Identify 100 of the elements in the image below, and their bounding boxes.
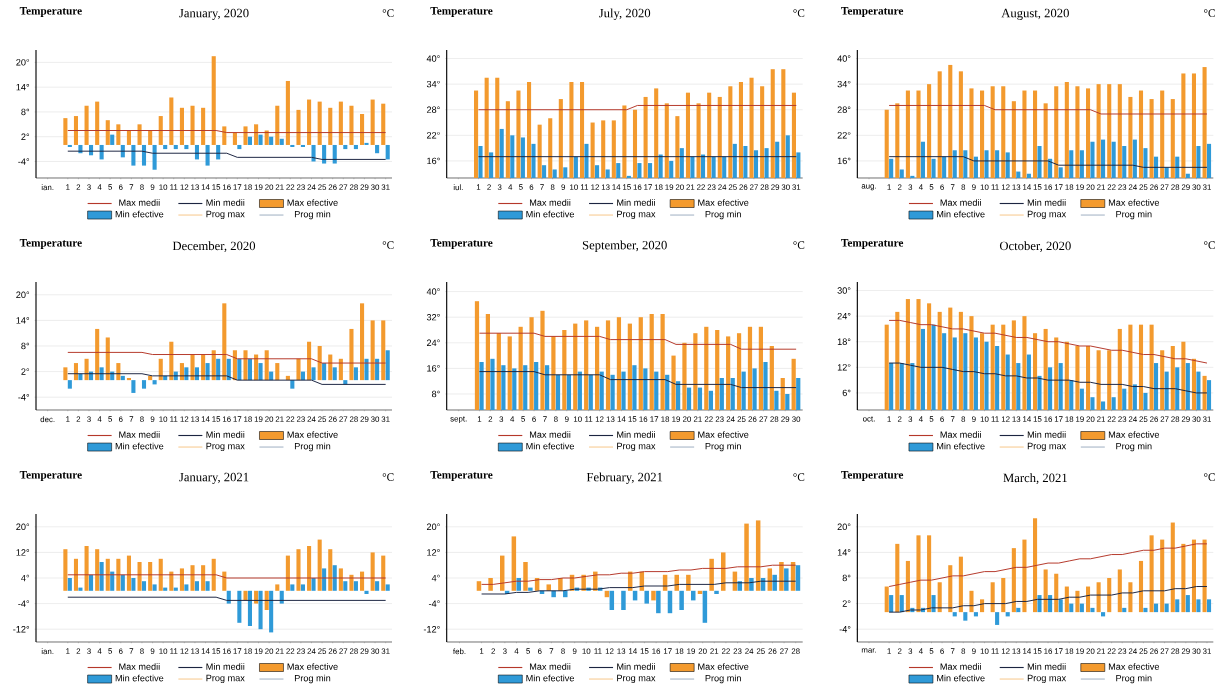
y-tick-label: 28° [426, 106, 440, 113]
legend-label: Max medii [529, 199, 571, 206]
text: °C [382, 9, 394, 17]
legend-label: Max medii [529, 431, 571, 438]
y-tick-label: 14° [16, 83, 30, 91]
legend-label: Min efective [937, 442, 985, 450]
legend-label: Prog min [705, 674, 741, 684]
legend-label: Max medii [529, 663, 571, 670]
y-axis-title: Temperature [430, 239, 493, 249]
legend-label: Prog max [206, 674, 245, 684]
y-tick-label: 24° [426, 339, 440, 346]
y-axis-title: Temperature [19, 471, 82, 481]
y-axis-title: Temperature [841, 7, 904, 17]
y-tick-label: 4° [21, 574, 30, 582]
legend-label: Prog min [294, 674, 331, 684]
y-axis-title: Temperature [19, 7, 82, 17]
y-tick-label: 20° [426, 523, 440, 531]
legend-label: Max efective [1108, 663, 1160, 670]
chart-title: January, 2020 [179, 8, 249, 20]
legend-label: Max medii [940, 663, 981, 670]
legend-label: Prog max [617, 210, 656, 220]
chart-title: August, 2020 [1001, 8, 1069, 20]
y-tick-label: 22° [837, 132, 851, 139]
y-tick-label: 20° [16, 59, 30, 66]
y-tick-label: 20° [16, 291, 30, 299]
legend-label: Prog max [206, 442, 245, 452]
y-tick-label: 8° [21, 108, 30, 116]
legend-label: Min medii [1027, 199, 1066, 206]
legend-label: Prog min [294, 442, 331, 452]
y-tick-label: 12° [16, 549, 30, 556]
legend-label: Min medii [1027, 431, 1066, 438]
y-tick-label: 40° [426, 288, 440, 295]
legend-label: Max efective [1108, 199, 1160, 206]
legend-label: Prog max [1027, 442, 1067, 452]
legend-label: Max efective [698, 199, 749, 206]
text: °C [793, 473, 805, 481]
legend-label: Min medii [617, 199, 655, 206]
y-tick-label: -4° [428, 600, 440, 607]
chart-title: February, 2021 [586, 472, 663, 484]
y-tick-label: 8° [431, 390, 440, 398]
legend-label: Max medii [119, 199, 160, 206]
legend-label: Min efective [937, 674, 985, 682]
text: °C [1204, 473, 1215, 481]
legend-label: Prog min [705, 442, 741, 452]
y-tick-label: 20° [837, 523, 851, 531]
y-tick-label: 6° [842, 389, 851, 397]
text: °C [1204, 241, 1215, 249]
legend-label: Max efective [287, 199, 338, 206]
y-tick-label: -4° [18, 394, 30, 401]
legend-label: Min efective [526, 210, 575, 218]
y-tick-label: 16° [427, 365, 440, 372]
legend-label: Min medii [1027, 663, 1066, 670]
y-tick-label: 40° [837, 55, 851, 62]
y-tick-label: 20° [16, 523, 30, 531]
legend-label: Max efective [287, 663, 338, 670]
y-tick-label: 16° [837, 157, 851, 165]
text: °C [793, 241, 805, 249]
legend-label: Max efective [698, 431, 749, 438]
chart-title: December, 2020 [172, 241, 256, 252]
y-tick-label: 16° [427, 157, 440, 165]
y-axis-title: Temperature [430, 471, 493, 481]
legend-label: Prog max [1027, 210, 1067, 220]
legend-label: Min efective [526, 442, 575, 450]
legend-label: Max medii [940, 199, 981, 206]
y-tick-label: -12° [423, 626, 440, 633]
y-tick-label: 12° [427, 549, 440, 556]
y-tick-label: 14° [16, 317, 30, 324]
legend-label: Max efective [1108, 431, 1160, 438]
legend-label: Prog min [705, 210, 741, 220]
legend-label: Min medii [617, 663, 655, 670]
y-tick-label: 2° [842, 600, 851, 607]
legend-label: Max efective [698, 663, 749, 670]
legend-label: Max medii [119, 663, 160, 670]
legend-label: Prog max [617, 442, 656, 452]
y-axis-title: Temperature [19, 239, 82, 249]
y-tick-label: -4° [18, 158, 30, 165]
y-tick-label: -4° [18, 600, 30, 607]
legend-label: Min medii [206, 663, 245, 670]
y-tick-label: -12° [13, 626, 30, 633]
legend-label: Min efective [115, 674, 164, 682]
legend-label: Min efective [115, 442, 164, 450]
y-tick-label: 22° [426, 132, 440, 139]
legend-label: Min efective [526, 674, 575, 682]
y-tick-label: 8° [21, 342, 30, 350]
legend-label: Prog min [1116, 210, 1152, 220]
text: °C [382, 241, 394, 249]
legend-label: Prog min [294, 210, 331, 220]
y-tick-label: 14° [837, 549, 851, 556]
y-tick-label: 28° [837, 106, 851, 113]
chart-title: March, 2021 [1003, 473, 1067, 484]
y-tick-label: 40° [426, 55, 440, 62]
y-tick-label: 30° [837, 287, 851, 294]
legend-label: Min efective [937, 210, 985, 218]
y-tick-label: 2° [21, 133, 30, 140]
legend-label: Max medii [119, 431, 160, 438]
legend-label: Min medii [617, 431, 655, 438]
legend-label: Prog max [1027, 674, 1067, 684]
legend-label: Min medii [206, 431, 245, 438]
y-tick-label: 8° [842, 574, 851, 582]
y-tick-label: 32° [426, 313, 440, 321]
